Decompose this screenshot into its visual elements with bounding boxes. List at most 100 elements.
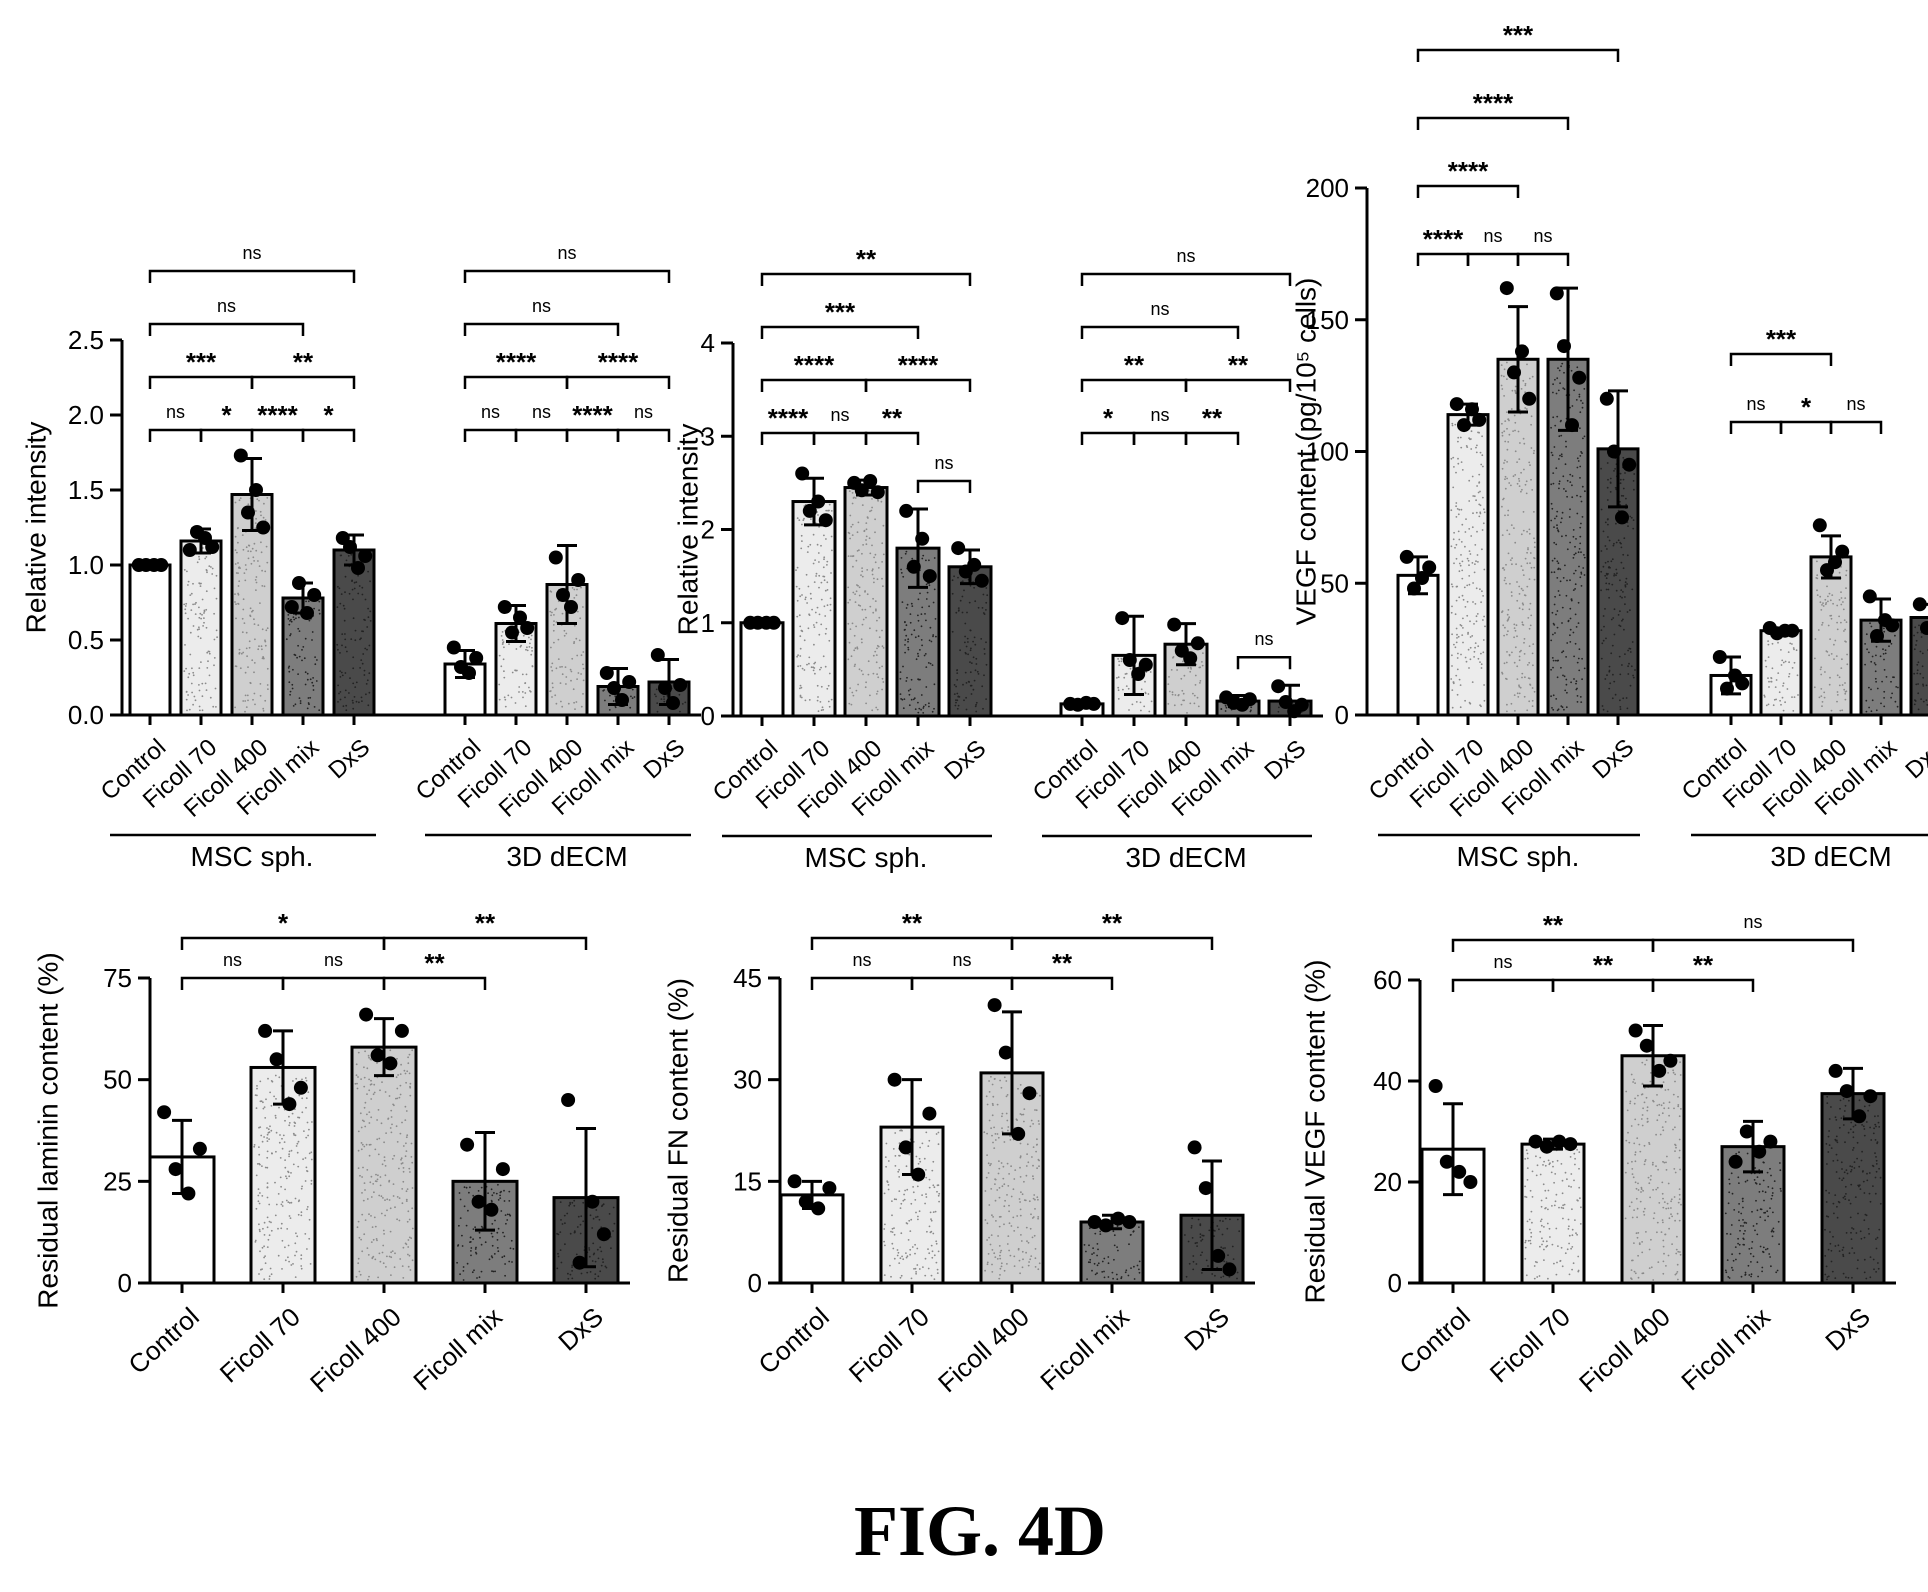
texture-dot: [410, 1237, 413, 1240]
texture-dot: [1828, 654, 1830, 657]
texture-dot: [1782, 661, 1785, 664]
texture-dot: [409, 1082, 412, 1085]
texture-dot: [1192, 692, 1194, 695]
texture-dot: [1467, 559, 1470, 562]
texture-dot: [893, 1233, 896, 1236]
texture-dot: [287, 1170, 289, 1173]
texture-dot: [1612, 673, 1614, 676]
texture-dot: [937, 1131, 940, 1134]
texture-dot: [869, 510, 871, 513]
texture-dot: [278, 1106, 280, 1109]
texture-dot: [1823, 691, 1826, 694]
texture-dot: [355, 1074, 358, 1077]
texture-dot: [1533, 578, 1536, 581]
texture-dot: [1019, 1176, 1022, 1178]
texture-dot: [874, 531, 876, 534]
texture-dot: [1770, 1174, 1772, 1177]
texture-dot: [198, 616, 201, 619]
texture-dot: [954, 704, 957, 707]
texture-dot: [854, 593, 856, 595]
texture-dot: [1666, 1202, 1669, 1205]
texture-dot: [1767, 640, 1769, 642]
texture-dot: [399, 1084, 402, 1087]
texture-dot: [1570, 1173, 1573, 1175]
texture-dot: [904, 651, 906, 654]
texture-dot: [402, 1145, 405, 1147]
texture-dot: [656, 702, 659, 704]
texture-dot: [1115, 1273, 1118, 1276]
texture-dot: [856, 646, 859, 649]
texture-dot: [963, 589, 965, 592]
texture-dot: [1874, 1123, 1877, 1126]
texture-dot: [827, 509, 829, 512]
texture-dot: [528, 646, 531, 648]
texture-dot: [1821, 624, 1823, 626]
texture-dot: [234, 549, 237, 551]
bracket-line: [1516, 252, 1570, 266]
texture-dot: [580, 705, 583, 708]
texture-dot: [908, 1219, 911, 1222]
texture-dot: [1525, 480, 1528, 483]
texture-dot: [1542, 1183, 1545, 1186]
texture-dot: [1533, 537, 1535, 540]
bracket-line: [199, 428, 254, 442]
texture-dot: [209, 696, 212, 699]
texture-dot: [1013, 1265, 1016, 1267]
texture-dot: [384, 1214, 386, 1217]
texture-dot: [1612, 544, 1615, 547]
texture-dot: [902, 575, 905, 578]
texture-dot: [1007, 1129, 1009, 1132]
texture-dot: [192, 625, 195, 627]
texture-dot: [1915, 639, 1918, 642]
texture-dot: [1660, 1231, 1663, 1233]
texture-dot: [878, 667, 881, 669]
texture-dot: [1573, 553, 1576, 556]
texture-dot: [906, 1188, 909, 1191]
texture-dot: [1607, 478, 1609, 481]
texture-dot: [1854, 1124, 1857, 1127]
texture-dot: [1518, 585, 1521, 588]
texture-dot: [953, 684, 956, 686]
texture-dot: [582, 667, 585, 670]
texture-dot: [1914, 626, 1917, 629]
texture-dot: [288, 623, 291, 626]
texture-dot: [244, 694, 247, 697]
texture-dot: [1834, 1194, 1837, 1196]
texture-dot: [1524, 1241, 1527, 1244]
texture-dot: [1454, 646, 1457, 649]
texture-dot: [1168, 676, 1170, 678]
texture-dot: [1788, 673, 1791, 675]
texture-dot: [882, 681, 885, 683]
texture-dot: [1867, 1228, 1870, 1230]
texture-dot: [1633, 1242, 1635, 1244]
texture-dot: [1569, 541, 1571, 544]
texture-dot: [956, 672, 959, 674]
texture-dot: [290, 1172, 292, 1174]
texture-dot: [491, 1235, 494, 1238]
texture-dot: [981, 685, 984, 688]
texture-dot: [259, 1192, 261, 1194]
texture-dot: [288, 1202, 291, 1204]
texture-dot: [937, 1194, 940, 1197]
data-point: [1271, 679, 1286, 694]
data-point: [1739, 1124, 1754, 1139]
texture-dot: [1123, 676, 1126, 679]
texture-dot: [1505, 661, 1508, 664]
texture-dot: [571, 657, 574, 660]
texture-dot: [1644, 1063, 1646, 1066]
texture-dot: [994, 1256, 997, 1258]
texture-dot: [1869, 1200, 1872, 1203]
data-point: [1507, 365, 1521, 380]
texture-dot: [916, 1185, 919, 1188]
texture-dot: [1035, 1144, 1038, 1146]
texture-dot: [1641, 1083, 1644, 1085]
texture-dot: [1191, 1217, 1194, 1220]
texture-dot: [1578, 648, 1581, 651]
texture-dot: [890, 1275, 892, 1278]
texture-dot: [1563, 1203, 1566, 1206]
texture-dot: [986, 1154, 988, 1156]
texture-dot: [907, 689, 910, 692]
texture-dot: [911, 605, 914, 607]
texture-dot: [1674, 1073, 1676, 1076]
texture-dot: [970, 647, 972, 650]
